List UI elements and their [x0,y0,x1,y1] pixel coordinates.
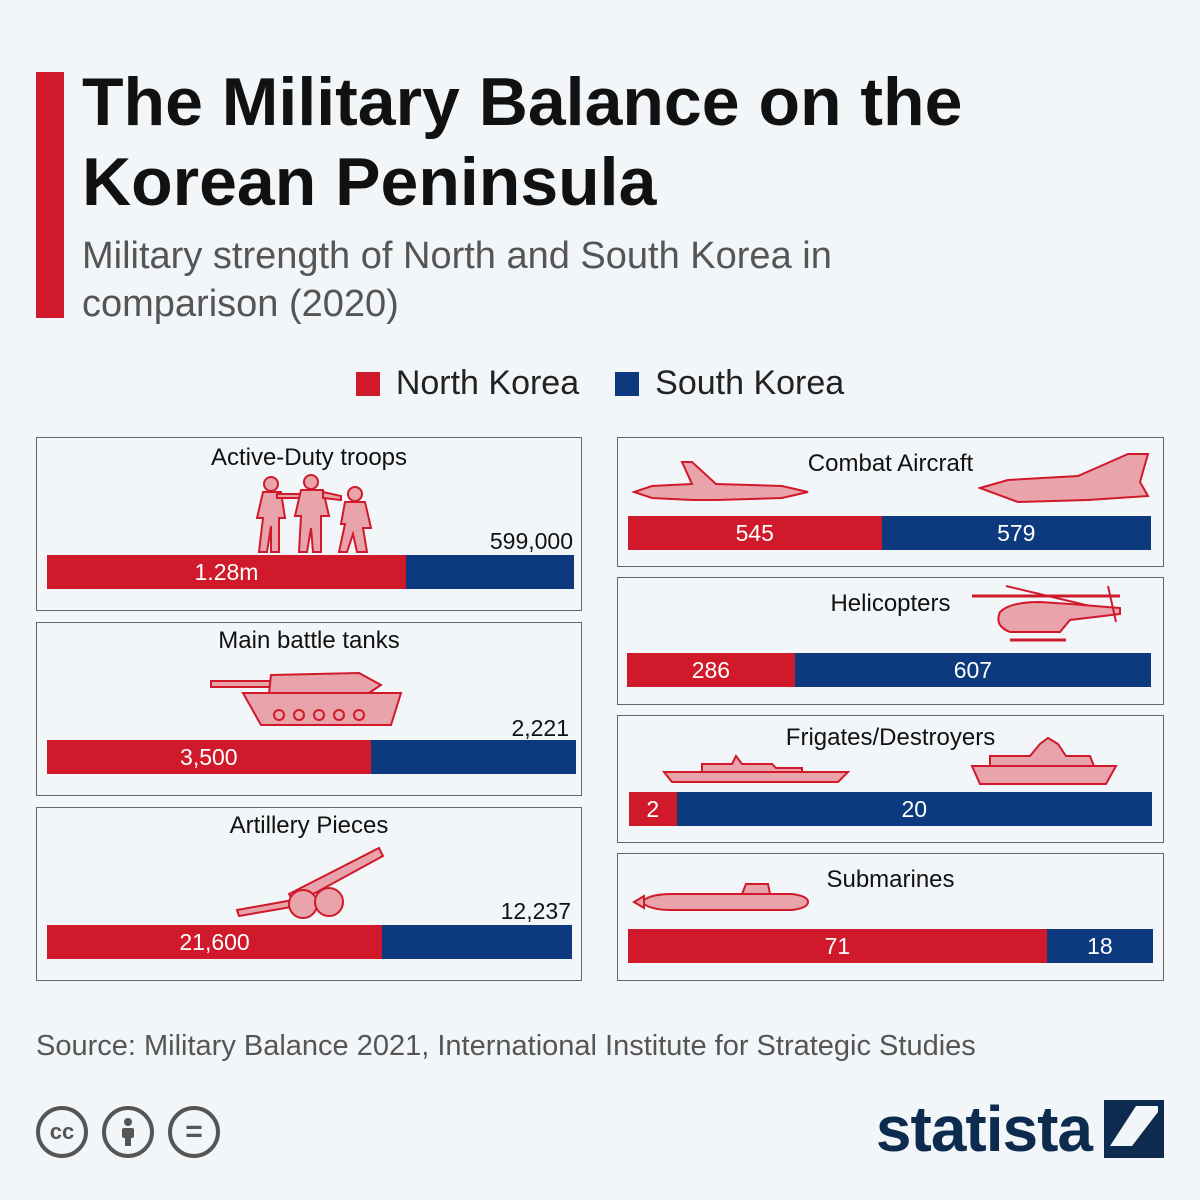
bar-north: 286 [627,653,795,687]
stacked-bar: 286 607 [627,653,1151,687]
source-note: Source: Military Balance 2021, Internati… [36,1030,976,1062]
north-value-label: 2 [646,795,660,822]
statista-mark-icon [1104,1100,1164,1158]
bar-north: 21,600 [47,925,383,959]
panel-title: Submarines [826,866,955,893]
legend-swatch-south [615,371,640,396]
panel-title: Artillery Pieces [229,812,389,839]
bar-north: 1.28m [47,555,406,589]
panel-main-battle-tanks: Main battle tanks 2,221 3,500 [36,622,582,796]
statista-logo[interactable]: statista [876,1092,1164,1166]
south-value-label: 18 [1087,932,1113,959]
stacked-bar: 545 579 [628,516,1151,550]
south-value-label: 12,237 [500,898,571,924]
panel-combat-aircraft: Combat Aircraft 545 579 [617,437,1164,567]
south-value-label: 599,000 [489,528,573,554]
north-value-label: 21,600 [179,928,250,955]
bar-north: 545 [628,516,882,550]
legend-item-north: North Korea [355,364,580,403]
panel-title: Combat Aircraft [807,450,974,477]
cc-icon-label: cc [49,1119,75,1144]
soldiers-icon [255,474,373,553]
stacked-bar: 1.28m [47,555,574,589]
artillery-icon [235,846,385,919]
stacked-bar: 3,500 [47,740,576,774]
helicopter-icon [972,585,1121,642]
north-value-label: 286 [691,656,731,683]
bar-north: 2 [629,792,677,826]
jet-icon [632,461,809,501]
stacked-bar: 21,600 [47,925,572,959]
attribution-icon[interactable] [102,1106,154,1158]
warship-icon [970,736,1118,785]
legend-item-south: South Korea [615,364,844,403]
no-derivatives-icon[interactable]: = [168,1106,220,1158]
panel-submarines: Submarines 71 18 [617,853,1164,981]
cc-icon[interactable]: cc [36,1106,88,1158]
north-value-label: 3,500 [180,743,238,770]
warship-icon [662,754,851,783]
stacked-bar: 71 18 [628,929,1153,963]
south-value-label: 2,221 [511,715,569,741]
north-value-label: 1.28m [194,558,259,585]
panel-title: Active-Duty troops [210,444,408,471]
chart-subtitle: Military strength of North and South Kor… [82,235,832,325]
brand-name: statista [875,1093,1093,1165]
north-value-label: 545 [735,519,774,546]
submarine-icon [632,883,810,911]
bar-south [370,740,576,774]
bar-north: 3,500 [47,740,371,774]
legend-swatch-north [355,371,380,396]
south-value-label: 579 [997,519,1036,546]
bar-south: 18 [1046,929,1153,963]
panel-title: Main battle tanks [218,627,400,654]
jet-icon [978,453,1150,504]
license-icons: cc = [36,1106,220,1158]
south-value-label: 607 [953,656,993,683]
stacked-bar: 2 20 [629,792,1152,826]
bar-north: 71 [628,929,1047,963]
panel-active-duty-troops: Active-Duty troops 599,000 1.28m [36,437,582,611]
bar-south [382,925,572,959]
legend-label-south: South Korea [655,364,845,402]
chart-title: The Military Balance on the Korean Penin… [82,64,963,220]
legend-label-north: North Korea [395,364,580,402]
bar-south: 607 [794,653,1151,687]
legend: North Korea South Korea [0,364,1200,403]
bar-south: 579 [881,516,1151,550]
panel-title: Helicopters [830,590,951,617]
bar-south: 20 [676,792,1152,826]
panel-artillery-pieces: Artillery Pieces 12,237 21,600 [36,807,582,981]
panel-frigates-destroyers: Frigates/Destroyers 2 20 [617,715,1164,843]
tank-icon [210,671,403,726]
panel-title: Frigates/Destroyers [785,724,996,751]
panel-helicopters: Helicopters 286 607 [617,577,1164,705]
person-icon [122,1118,134,1146]
north-value-label: 71 [824,932,851,959]
south-value-label: 20 [901,795,928,822]
bar-south [405,555,574,589]
no-derivatives-icon-label: = [185,1115,203,1148]
title-accent-bar [36,72,64,318]
